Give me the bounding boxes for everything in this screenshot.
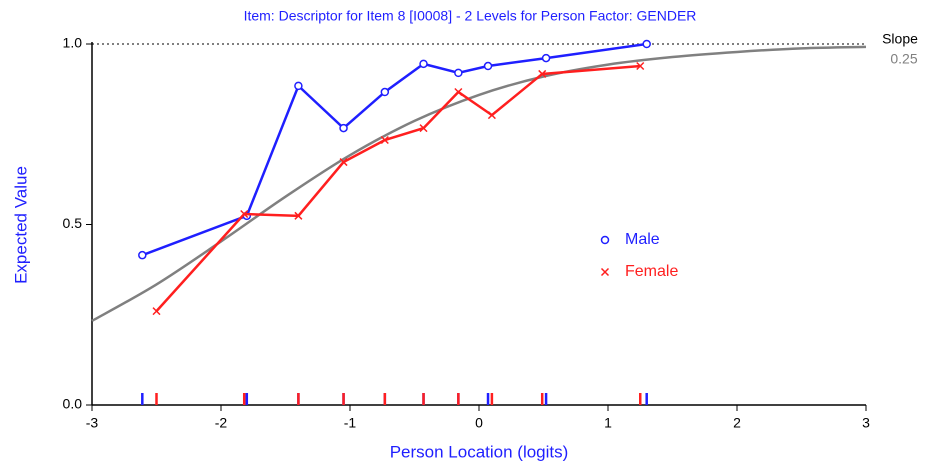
data-point — [454, 87, 463, 97]
slope-label: Slope — [882, 31, 918, 47]
x-tick-label: -3 — [86, 415, 99, 431]
expected-curve — [91, 45, 867, 322]
x-tick-label: 0 — [475, 415, 483, 431]
x-tick-label: -2 — [215, 415, 228, 431]
data-point — [636, 61, 645, 71]
series-line — [155, 64, 641, 312]
data-point — [294, 81, 303, 91]
data-point — [419, 59, 428, 69]
chart-title: Item: Descriptor for Item 8 [I0008] - 2 … — [244, 8, 697, 24]
data-point — [339, 123, 348, 133]
data-point — [152, 307, 161, 316]
x-tick-label: 3 — [862, 415, 870, 431]
series-line — [141, 42, 647, 257]
y-axis-label: Expected Value — [11, 166, 30, 284]
x-tick-label: -1 — [344, 415, 357, 431]
data-point — [642, 39, 651, 49]
data-point — [294, 211, 303, 220]
y-tick-label: 0.0 — [63, 396, 83, 412]
data-point — [487, 111, 496, 120]
y-tick-label: 1.0 — [63, 35, 83, 51]
x-tick-label: 1 — [604, 415, 612, 431]
legend-label: Female — [625, 263, 678, 280]
legend-marker — [600, 235, 610, 245]
y-tick-label: 0.5 — [63, 215, 83, 231]
slope-value: 0.25 — [890, 51, 917, 67]
data-point — [454, 68, 463, 78]
data-point — [380, 135, 389, 145]
x-axis-label: Person Location (logits) — [390, 442, 569, 461]
x-tick-label: 2 — [733, 415, 741, 431]
legend-label: Male — [625, 231, 660, 248]
data-point — [541, 53, 551, 63]
data-point — [380, 87, 390, 97]
data-point — [483, 61, 493, 71]
data-point — [138, 250, 147, 260]
data-point — [339, 158, 348, 167]
data-point — [419, 124, 428, 133]
data-point — [538, 69, 547, 78]
legend-marker — [600, 267, 610, 277]
data-point — [240, 210, 249, 219]
